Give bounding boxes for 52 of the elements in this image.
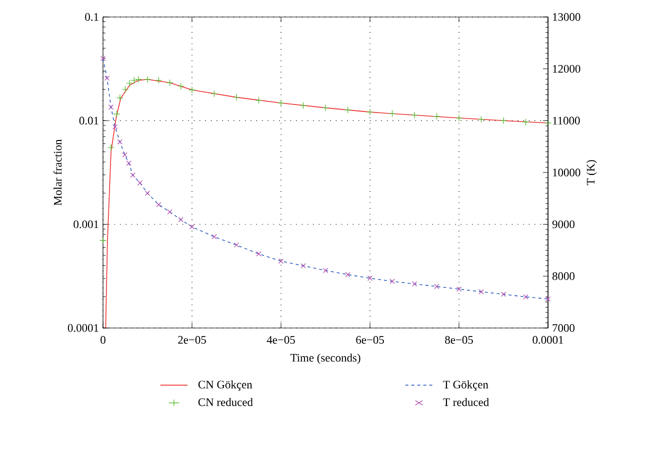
point xyxy=(500,117,508,124)
y-tick-label: 0.0001 xyxy=(68,324,98,332)
point xyxy=(188,86,196,94)
x-tick-label: 4e−05 xyxy=(266,336,295,344)
point xyxy=(126,80,134,87)
point xyxy=(144,76,152,83)
point xyxy=(210,90,218,98)
legend-label: CN reduced xyxy=(198,398,253,406)
point xyxy=(478,116,485,123)
y2-tick-label: 10000 xyxy=(553,168,580,176)
y2-tick-label: 13000 xyxy=(553,13,580,21)
point xyxy=(255,96,262,104)
point xyxy=(522,118,530,126)
y2-tick-label: 7000 xyxy=(552,324,575,332)
point xyxy=(366,108,374,116)
legend-label: CN Gökçen xyxy=(198,380,252,391)
point xyxy=(277,99,285,107)
x-tick-label: 8e−05 xyxy=(445,336,473,344)
point xyxy=(135,76,142,83)
y2-tick-label: 12000 xyxy=(553,64,580,73)
x-tick-label: 0.0001 xyxy=(532,336,564,344)
point xyxy=(344,106,352,114)
point xyxy=(322,104,330,112)
point xyxy=(388,110,396,118)
point xyxy=(107,144,115,152)
y2-tick-label: 9000 xyxy=(552,220,575,228)
point xyxy=(130,76,138,84)
y-tick-label: 0.001 xyxy=(74,220,98,228)
x-tick-label: 6e−05 xyxy=(356,336,384,344)
y2-tick-label: 8000 xyxy=(552,272,575,280)
point xyxy=(99,236,107,244)
point xyxy=(113,110,120,118)
legend-label: T Gökçen xyxy=(443,380,488,391)
y2-tick-label: 11000 xyxy=(553,116,580,125)
point xyxy=(433,112,440,120)
y2-axis-title: T (K) xyxy=(586,160,597,186)
point xyxy=(232,94,240,101)
point xyxy=(155,76,162,84)
x-axis-title: Time (seconds) xyxy=(290,354,360,364)
point xyxy=(166,79,174,86)
point xyxy=(116,94,124,102)
y-tick-label: 0.1 xyxy=(85,13,98,21)
point xyxy=(177,82,184,90)
y-tick-label: 0.01 xyxy=(79,116,98,125)
point xyxy=(455,114,463,122)
y-axis-title: Molar fraction xyxy=(53,139,62,206)
point xyxy=(122,86,129,93)
x-tick-label: 2e−05 xyxy=(178,336,206,344)
x-tick-label: 0 xyxy=(100,336,106,344)
legend-label: T reduced xyxy=(443,398,489,406)
point xyxy=(410,112,418,119)
point xyxy=(300,102,307,110)
